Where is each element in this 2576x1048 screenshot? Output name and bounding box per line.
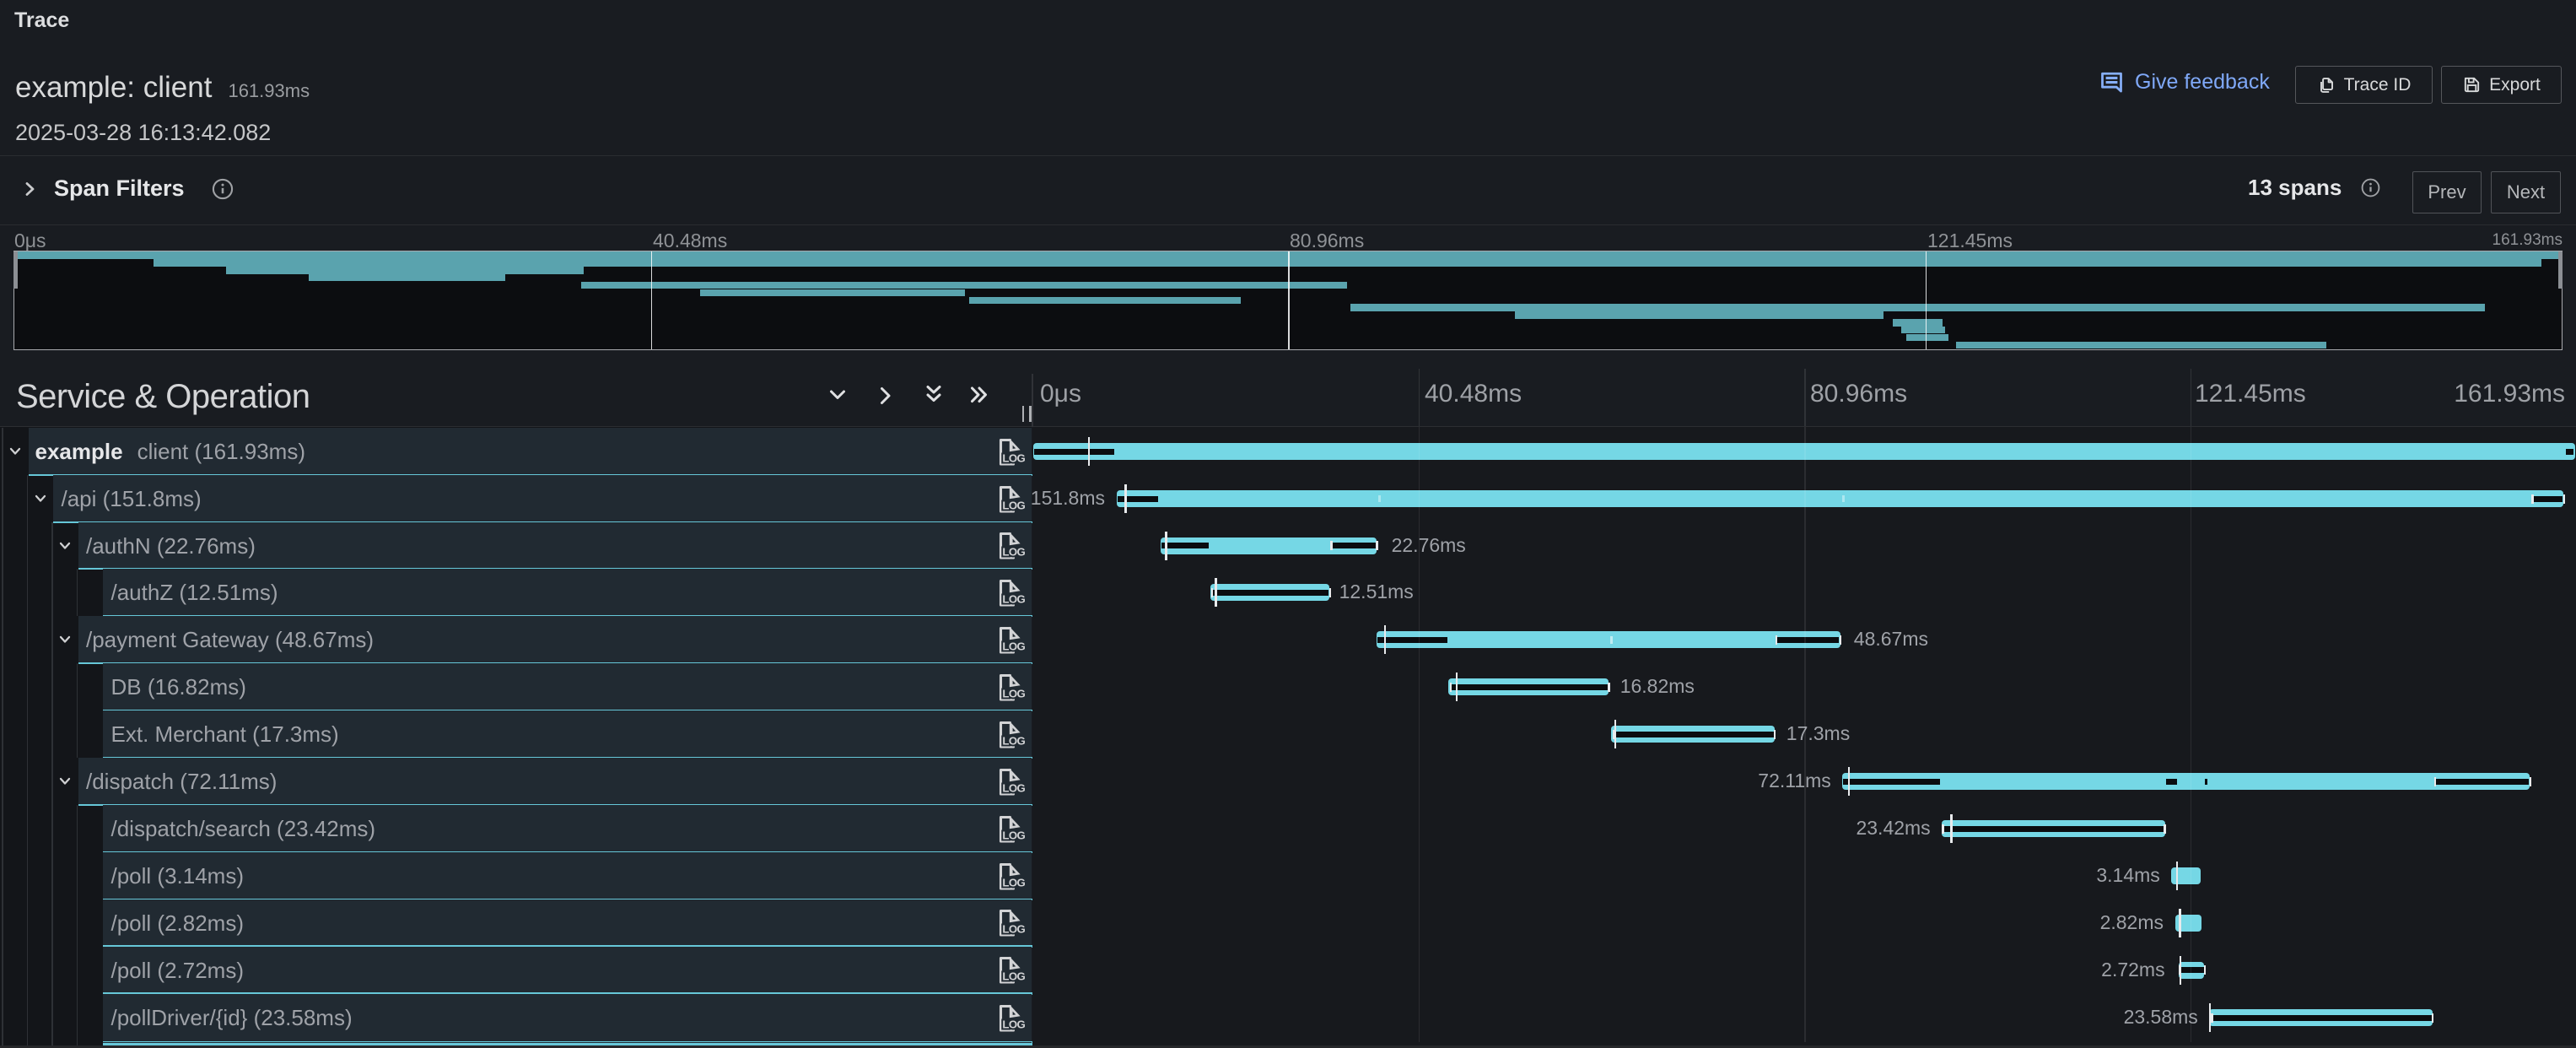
svg-text:LOG: LOG bbox=[1002, 545, 1025, 558]
svg-text:LOG: LOG bbox=[1002, 781, 1025, 794]
svg-text:LOG: LOG bbox=[1002, 640, 1025, 652]
svg-text:LOG: LOG bbox=[1002, 499, 1025, 511]
svg-text:LOG: LOG bbox=[1002, 687, 1025, 700]
svg-text:LOG: LOG bbox=[1002, 592, 1025, 605]
svg-text:LOG: LOG bbox=[1002, 1018, 1025, 1030]
svg-text:LOG: LOG bbox=[1002, 451, 1025, 464]
svg-text:LOG: LOG bbox=[1002, 734, 1025, 747]
svg-text:LOG: LOG bbox=[1002, 923, 1025, 936]
svg-text:LOG: LOG bbox=[1002, 829, 1025, 841]
svg-text:LOG: LOG bbox=[1002, 970, 1025, 982]
svg-text:LOG: LOG bbox=[1002, 876, 1025, 889]
